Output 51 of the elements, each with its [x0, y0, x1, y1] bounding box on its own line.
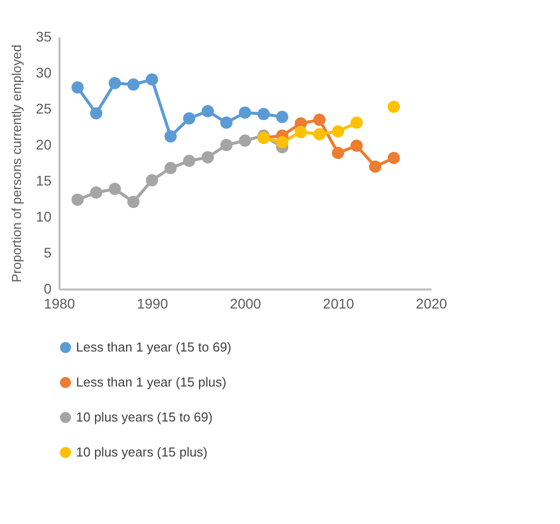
point	[71, 194, 84, 206]
y-tick-label: 15	[36, 172, 52, 188]
y-axis-title: Proportion of persons currently employed	[8, 44, 24, 282]
point	[164, 162, 177, 174]
y-tick-label: 20	[36, 136, 52, 152]
y-tick-label: 0	[44, 280, 52, 296]
point	[202, 151, 214, 164]
point	[276, 136, 288, 148]
legend-label: Less than 1 year (15 plus)	[76, 374, 226, 390]
y-tick-label: 30	[36, 64, 52, 80]
point	[183, 154, 196, 167]
point	[313, 114, 326, 126]
point	[313, 128, 326, 140]
point	[146, 73, 158, 86]
point	[257, 108, 270, 120]
point	[220, 116, 233, 129]
point	[220, 138, 233, 152]
point	[238, 106, 252, 119]
point	[127, 78, 140, 91]
point	[238, 134, 252, 147]
point	[146, 174, 158, 186]
point	[164, 130, 177, 142]
y-tick-label: 10	[36, 208, 52, 224]
point	[202, 105, 214, 118]
y-tick-label: 5	[44, 244, 52, 260]
point	[332, 146, 344, 160]
point	[276, 110, 288, 124]
point	[350, 116, 363, 129]
x-tick-label: 2010	[322, 296, 354, 312]
point	[332, 125, 344, 138]
point	[127, 196, 140, 208]
x-tick-label: 2000	[230, 296, 262, 312]
point	[183, 112, 196, 124]
x-tick-label: 1990	[136, 296, 168, 312]
point	[71, 81, 84, 94]
y-tick-label: 25	[36, 100, 52, 116]
point	[369, 160, 382, 173]
point	[388, 100, 400, 113]
point	[108, 182, 121, 196]
point	[90, 186, 102, 199]
legend-label: 10 plus years (15 to 69)	[76, 410, 213, 424]
point	[350, 140, 363, 152]
legend-label: Less than 1 year (15 to 69)	[76, 340, 232, 354]
point	[294, 126, 307, 138]
y-tick-label: 35	[36, 28, 52, 44]
point	[90, 107, 102, 120]
x-tick-label: 2020	[416, 296, 448, 312]
point	[108, 76, 121, 90]
x-tick-label: 1980	[44, 296, 76, 312]
legend-label: 10 plus years (15 plus)	[76, 444, 208, 460]
point	[388, 152, 400, 164]
